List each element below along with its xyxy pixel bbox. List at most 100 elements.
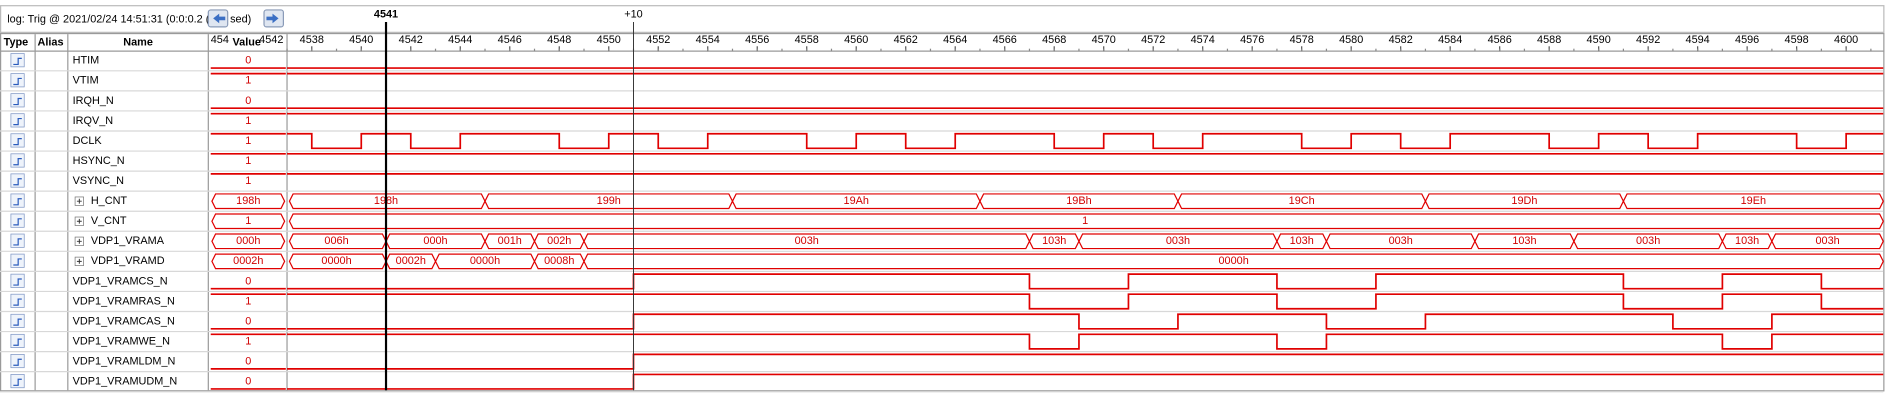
bus-label: 003h [1389, 235, 1413, 247]
signal-name: DCLK [73, 135, 103, 147]
type-icon-glyph [13, 258, 22, 266]
bus-segment [583, 253, 1884, 270]
title-tail: sed) [230, 13, 251, 25]
tick-label: 4552 [646, 34, 670, 46]
type-icon-glyph [13, 97, 22, 106]
signal-value: 0 [245, 55, 251, 67]
signal-name: V_CNT [91, 215, 127, 227]
tick-label: 4542 [399, 34, 423, 46]
bus-label: 001h [498, 235, 522, 247]
bus-label: 19Eh [1741, 195, 1766, 207]
signal-name: HTIM [73, 55, 100, 67]
signal-value: 1 [245, 215, 251, 227]
tick-label: 4550 [597, 34, 621, 46]
digital-wave [287, 132, 1884, 150]
tick-label: 4600 [1834, 34, 1858, 46]
tick-label: 4586 [1488, 34, 1512, 46]
signal-name: VDP1_VRAMCAS_N [73, 315, 175, 327]
tick-label: 4546 [498, 34, 522, 46]
signal-value: 198h [236, 195, 260, 207]
bus-label: 19Dh [1511, 195, 1537, 207]
signal-name: IRQH_N [73, 95, 114, 107]
type-icon-glyph [13, 137, 22, 146]
type-icon-glyph [13, 198, 22, 206]
tick-label: 4582 [1389, 34, 1413, 46]
bus-label: 002h [547, 235, 571, 247]
title-bar [0, 5, 1885, 33]
bus-label: 006h [324, 235, 348, 247]
tick-label: 4540 [349, 34, 373, 46]
bus-segment [1771, 233, 1884, 250]
signal-name: VSYNC_N [73, 175, 124, 187]
expand-plus [76, 218, 82, 224]
type-icon-glyph [13, 238, 22, 246]
tick-label: 4566 [993, 34, 1017, 46]
expand-plus [76, 238, 82, 244]
tick-label: 4580 [1339, 34, 1363, 46]
signal-value: 1 [245, 135, 251, 147]
signal-value: 000h [236, 235, 260, 247]
tick-label: 4598 [1785, 34, 1809, 46]
delta-label: +10 [624, 9, 642, 21]
signal-name: IRQV_N [73, 115, 114, 127]
type-icon-glyph [13, 117, 22, 126]
signal-name: VDP1_VRAMA [91, 235, 165, 247]
value-header-tick: 4542 [259, 34, 283, 46]
column-header[interactable]: Value [233, 37, 261, 49]
signal-value: 1 [245, 75, 251, 87]
type-icon-glyph [13, 378, 22, 386]
type-icon-glyph [13, 158, 22, 166]
signal-name: H_CNT [91, 195, 128, 207]
signal-value: 0 [245, 315, 251, 327]
signal-name: VDP1_VRAMLDM_N [73, 356, 176, 368]
type-icon-glyph [13, 77, 22, 86]
bus-label: 003h [795, 235, 819, 247]
bus-segment [1622, 193, 1884, 210]
tick-label: 4584 [1438, 34, 1462, 46]
value-bus [211, 253, 286, 270]
bus-label: 003h [1636, 235, 1660, 247]
column-header[interactable]: Alias [38, 37, 64, 49]
tick-label: 4556 [745, 34, 769, 46]
signal-value: 0 [245, 356, 251, 368]
tick-label: 4592 [1636, 34, 1660, 46]
tick-label: 4572 [1141, 34, 1165, 46]
expand-plus [76, 198, 82, 204]
tick-label: 4558 [795, 34, 819, 46]
tick-label: 4576 [1240, 34, 1264, 46]
tick-label: 4574 [1191, 34, 1215, 46]
bus-label: 0002h [396, 255, 426, 267]
bus-label: 003h [1166, 235, 1190, 247]
type-icon-glyph [13, 338, 22, 346]
bus-label: 0000h [321, 255, 351, 267]
bus-label: 103h [1042, 235, 1066, 247]
type-icon-glyph [13, 278, 22, 286]
signal-name: VDP1_VRAMCS_N [73, 275, 168, 287]
signal-name: VDP1_VRAMUDM_N [73, 376, 178, 388]
grid-frame [0, 32, 1885, 392]
tick-label: 4554 [696, 34, 720, 46]
tick-label: 4578 [1290, 34, 1314, 46]
bus-label: 19Ch [1289, 195, 1315, 207]
tick-label: 4548 [547, 34, 571, 46]
digital-wave [287, 293, 1884, 310]
value-header-tick: 454 [211, 34, 229, 46]
cursor-label: 4541 [374, 9, 398, 21]
tick-label: 4570 [1092, 34, 1116, 46]
signal-value: 1 [245, 335, 251, 347]
bus-label: 003h [1815, 235, 1839, 247]
bus-label: 199h [597, 195, 621, 207]
tick-label: 4544 [448, 34, 472, 46]
digital-wave [287, 313, 1884, 330]
bus-label: 19Bh [1066, 195, 1091, 207]
tick-label: 4596 [1735, 34, 1759, 46]
bus-label: 19Ah [844, 195, 869, 207]
bus-label: 103h [1735, 235, 1759, 247]
signal-value: 1 [245, 115, 251, 127]
column-header[interactable]: Type [4, 37, 29, 49]
type-icon-glyph [13, 298, 22, 306]
signal-value: 1 [245, 155, 251, 167]
type-icon-glyph [13, 218, 22, 226]
column-header[interactable]: Name [123, 37, 153, 49]
